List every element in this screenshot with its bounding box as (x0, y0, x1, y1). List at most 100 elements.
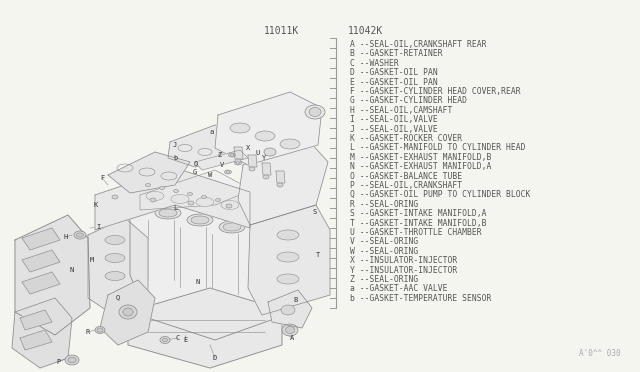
Text: V --SEAL-ORING: V --SEAL-ORING (350, 237, 419, 246)
Text: T --GASKET-INTAKE MANIFOLD,B: T --GASKET-INTAKE MANIFOLD,B (350, 219, 486, 228)
Text: U: U (256, 150, 260, 156)
Text: U --GASKET-THROTTLE CHAMBER: U --GASKET-THROTTLE CHAMBER (350, 228, 482, 237)
Polygon shape (168, 125, 245, 167)
Ellipse shape (188, 192, 193, 196)
Ellipse shape (163, 338, 168, 342)
Text: C: C (176, 335, 180, 341)
Ellipse shape (155, 207, 181, 219)
Text: L --GASKET-MANIFOLD TO CYLINDER HEAD: L --GASKET-MANIFOLD TO CYLINDER HEAD (350, 143, 525, 153)
Polygon shape (22, 228, 60, 250)
Text: D: D (213, 355, 217, 361)
Polygon shape (215, 92, 322, 165)
Ellipse shape (202, 196, 207, 199)
Ellipse shape (226, 171, 230, 173)
Ellipse shape (249, 167, 255, 171)
Text: J --SEAL-OIL,VALVE: J --SEAL-OIL,VALVE (350, 125, 438, 134)
Polygon shape (238, 142, 328, 225)
Ellipse shape (235, 159, 241, 163)
Ellipse shape (305, 105, 325, 119)
Ellipse shape (68, 357, 76, 363)
Text: L: L (173, 205, 177, 211)
Polygon shape (276, 171, 285, 183)
Text: Y --INSULATOR-INJECTOR: Y --INSULATOR-INJECTOR (350, 266, 457, 275)
Ellipse shape (65, 355, 79, 365)
Text: P --SEAL-OIL,CRANKSHAFT: P --SEAL-OIL,CRANKSHAFT (350, 181, 462, 190)
Polygon shape (234, 147, 243, 159)
Text: J: J (173, 142, 177, 148)
Ellipse shape (226, 204, 232, 208)
Ellipse shape (173, 189, 179, 192)
Ellipse shape (223, 223, 241, 231)
Ellipse shape (225, 170, 232, 174)
Text: Q: Q (116, 294, 120, 300)
Polygon shape (12, 298, 72, 368)
Ellipse shape (97, 328, 103, 332)
Ellipse shape (119, 305, 137, 319)
Polygon shape (128, 288, 282, 368)
Text: G --GASKET-CYLINDER HEAD: G --GASKET-CYLINDER HEAD (350, 96, 467, 105)
Ellipse shape (281, 305, 295, 315)
Polygon shape (95, 168, 250, 230)
Text: Q --GASKET-OIL PUMP TO CYLINDER BLOCK: Q --GASKET-OIL PUMP TO CYLINDER BLOCK (350, 190, 531, 199)
Ellipse shape (171, 195, 189, 203)
Text: 11042K: 11042K (348, 26, 383, 36)
Text: X --INSULATOR-INJECTOR: X --INSULATOR-INJECTOR (350, 256, 457, 265)
Ellipse shape (145, 183, 150, 186)
Ellipse shape (230, 123, 250, 133)
Polygon shape (195, 150, 248, 170)
Ellipse shape (221, 201, 239, 209)
Ellipse shape (159, 209, 177, 217)
Text: T: T (316, 252, 320, 258)
Text: I: I (96, 224, 100, 230)
Text: E --GASKET-OIL PAN: E --GASKET-OIL PAN (350, 78, 438, 87)
Text: O: O (194, 161, 198, 167)
Text: O --GASKET-BALANCE TUBE: O --GASKET-BALANCE TUBE (350, 171, 462, 180)
Ellipse shape (123, 308, 133, 316)
Text: H: H (64, 234, 68, 240)
Text: B: B (294, 297, 298, 303)
Text: F: F (100, 175, 104, 181)
Text: G: G (193, 169, 197, 175)
Ellipse shape (219, 221, 245, 233)
Text: Y: Y (262, 155, 266, 161)
Polygon shape (20, 310, 52, 330)
Polygon shape (100, 280, 155, 345)
Ellipse shape (196, 198, 214, 206)
Text: F --GASKET-CYLINDER HEAD COVER,REAR: F --GASKET-CYLINDER HEAD COVER,REAR (350, 87, 520, 96)
Text: R --SEAL-ORING: R --SEAL-ORING (350, 200, 419, 209)
Ellipse shape (285, 327, 294, 334)
Text: b --GASKET-TEMPERATURE SENSOR: b --GASKET-TEMPERATURE SENSOR (350, 294, 492, 303)
Ellipse shape (150, 198, 156, 202)
Polygon shape (268, 290, 312, 328)
Text: a: a (210, 129, 214, 135)
Text: M: M (90, 257, 94, 263)
Polygon shape (130, 178, 285, 340)
Ellipse shape (188, 201, 194, 205)
Text: E: E (183, 337, 187, 343)
Ellipse shape (236, 162, 240, 164)
Text: C --WASHER: C --WASHER (350, 59, 399, 68)
Text: B --GASKET-RETAINER: B --GASKET-RETAINER (350, 49, 443, 58)
Polygon shape (248, 205, 330, 315)
Text: 11011K: 11011K (264, 26, 299, 36)
Text: A --SEAL-OIL,CRANKSHAFT REAR: A --SEAL-OIL,CRANKSHAFT REAR (350, 40, 486, 49)
Ellipse shape (277, 230, 299, 240)
Polygon shape (140, 170, 252, 210)
Ellipse shape (187, 214, 213, 226)
Text: W --SEAL-ORING: W --SEAL-ORING (350, 247, 419, 256)
Ellipse shape (309, 108, 321, 116)
Text: H --SEAL-OIL,CAMSHAFT: H --SEAL-OIL,CAMSHAFT (350, 106, 452, 115)
Polygon shape (15, 215, 90, 335)
Ellipse shape (160, 337, 170, 343)
Ellipse shape (264, 148, 276, 156)
Text: S: S (313, 209, 317, 215)
Ellipse shape (255, 131, 275, 141)
Text: X: X (246, 145, 250, 151)
Ellipse shape (77, 233, 83, 237)
Ellipse shape (159, 186, 164, 189)
Ellipse shape (277, 252, 299, 262)
Ellipse shape (112, 195, 118, 199)
Text: A'0^^ 030: A'0^^ 030 (579, 349, 621, 358)
Text: b: b (173, 155, 177, 161)
Ellipse shape (228, 153, 236, 157)
